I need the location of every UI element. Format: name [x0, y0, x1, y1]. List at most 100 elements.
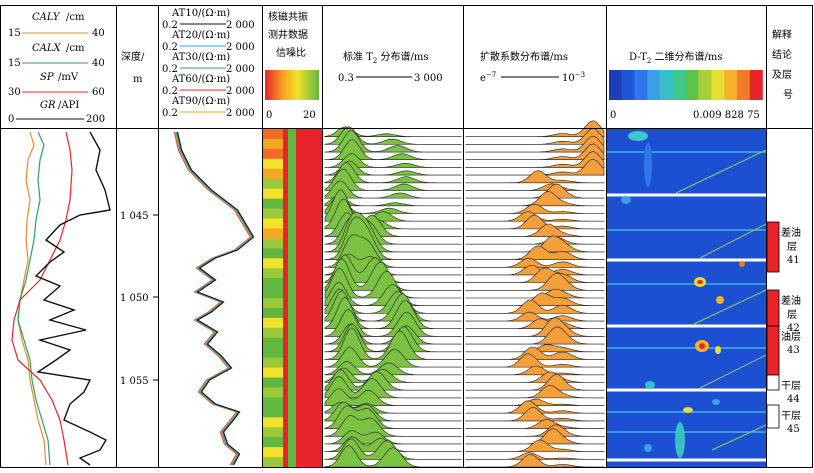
- snr-cell: [296, 417, 322, 428]
- dt2-depth-separator: [607, 388, 766, 392]
- snr-cell: [263, 178, 283, 190]
- snr-cell: [283, 278, 288, 289]
- depth-tick-label: 1 055: [120, 376, 149, 387]
- resistivity-max: 2 000: [226, 108, 255, 119]
- snr-cell: [263, 427, 283, 438]
- dt2-signal-spot: [699, 343, 705, 349]
- snr-cell: [263, 258, 283, 269]
- gr-label: GR: [40, 100, 56, 111]
- spectrum-wave: [324, 375, 462, 399]
- dt2-diagonal-line: [711, 424, 767, 451]
- dt2-depth-separator: [607, 193, 766, 197]
- dt2-signal-spot: [715, 346, 721, 354]
- snr-cell: [283, 298, 288, 309]
- spectrum-wave: [324, 139, 462, 161]
- dt2-diagonal-line: [699, 223, 767, 259]
- snr-cell: [283, 317, 288, 329]
- layer-name: 差油: [781, 294, 801, 307]
- snr-cell: [283, 427, 288, 438]
- snr-cell: [296, 298, 322, 309]
- spectrum-wave: [466, 203, 604, 214]
- depth-tick-label: 1 050: [120, 293, 149, 304]
- snr-cell: [296, 337, 322, 349]
- snr-cell: [288, 178, 296, 190]
- snr-cell: [296, 397, 322, 408]
- snr-cell: [283, 178, 288, 190]
- spectrum-wave: [324, 234, 462, 268]
- snr-cell: [296, 317, 322, 329]
- snr-cell: [283, 357, 288, 369]
- layer-name: 干层: [781, 380, 801, 392]
- spectrum-wave: [465, 191, 605, 207]
- snr-cell: [283, 387, 288, 398]
- diff-title: 扩散系数分布谱/ms: [480, 50, 568, 63]
- snr-cell: [296, 278, 322, 289]
- snr-cell: [296, 129, 322, 140]
- snr-cell: [296, 158, 322, 170]
- spectrum-wave: [465, 264, 605, 276]
- snr-cell: [296, 307, 322, 319]
- snr-cell: [288, 268, 296, 279]
- dt2-signal-spot: [675, 422, 685, 458]
- snr-cell: [296, 248, 322, 259]
- snr-cell: [296, 198, 322, 210]
- snr-cell: [288, 377, 296, 388]
- snr-cell: [283, 417, 288, 428]
- spectrum-wave: [466, 371, 604, 383]
- spectrum-wave: [465, 318, 605, 330]
- dt2-scale-cell: [698, 70, 712, 100]
- resistivity-curve-label: AT10/(Ω·m): [171, 8, 230, 19]
- gr-min: 0: [8, 114, 14, 125]
- t2-min: 0.3: [338, 73, 354, 84]
- dt2-signal-spot: [621, 196, 631, 204]
- spectrum-wave: [465, 326, 605, 345]
- snr-cell: [263, 218, 283, 229]
- snr-cell: [288, 158, 296, 170]
- dt2-signal-spot: [716, 296, 724, 304]
- spectrum-wave: [465, 353, 605, 368]
- spectrum-wave: [465, 398, 605, 406]
- diff-min: e−7: [480, 71, 496, 84]
- snr-cell: [288, 288, 296, 299]
- snr-cell: [263, 317, 283, 329]
- track1-header: CALY /cm 15 40 CALX /cm 15 40 SP /mV 30 …: [8, 12, 105, 125]
- snr-cell: [263, 407, 283, 418]
- dt2-scale-cell: [711, 70, 725, 100]
- layer-number: 44: [787, 394, 800, 405]
- dt2-title: D-T2 二维分布谱/ms: [629, 50, 723, 65]
- snr-cell: [296, 427, 322, 438]
- snr-cell: [283, 218, 288, 229]
- dt2-depth-separator: [607, 324, 766, 328]
- snr-cell: [296, 268, 322, 279]
- snr-cell: [283, 337, 288, 349]
- snr-cell: [283, 457, 288, 468]
- gr-unit: /API: [58, 100, 79, 111]
- spectrum-wave: [324, 361, 462, 376]
- snr-cell: [263, 198, 283, 210]
- snr-cell: [288, 357, 296, 369]
- spectrum-wave: [324, 445, 461, 468]
- snr-cell: [263, 268, 283, 279]
- snr-cell: [296, 258, 322, 269]
- dt2-diagonal-line: [693, 289, 767, 325]
- calx-unit: /cm: [66, 43, 85, 54]
- resistivity-curve-label: AT20/(Ω·m): [171, 30, 230, 41]
- track2-curves: [173, 131, 255, 466]
- dt2-signal-spot: [712, 399, 720, 405]
- layer-number: 42: [787, 323, 800, 334]
- snr-cell: [296, 447, 322, 458]
- snr-cell: [283, 327, 288, 339]
- layer-number: 41: [787, 255, 800, 266]
- layer-number: 43: [787, 345, 800, 356]
- layer-bar: [766, 325, 780, 376]
- snr-cell: [283, 447, 288, 458]
- spectrum-wave: [465, 400, 605, 414]
- caly-label: CALY: [32, 12, 61, 23]
- resistivity-max: 2 000: [226, 42, 255, 53]
- snr-cell: [263, 188, 283, 200]
- calx-label: CALX: [32, 43, 62, 54]
- snr-cell: [263, 447, 283, 458]
- snr-cell: [283, 168, 288, 180]
- dt2-scale-cell: [647, 70, 661, 100]
- t2-max: 3 000: [414, 73, 443, 84]
